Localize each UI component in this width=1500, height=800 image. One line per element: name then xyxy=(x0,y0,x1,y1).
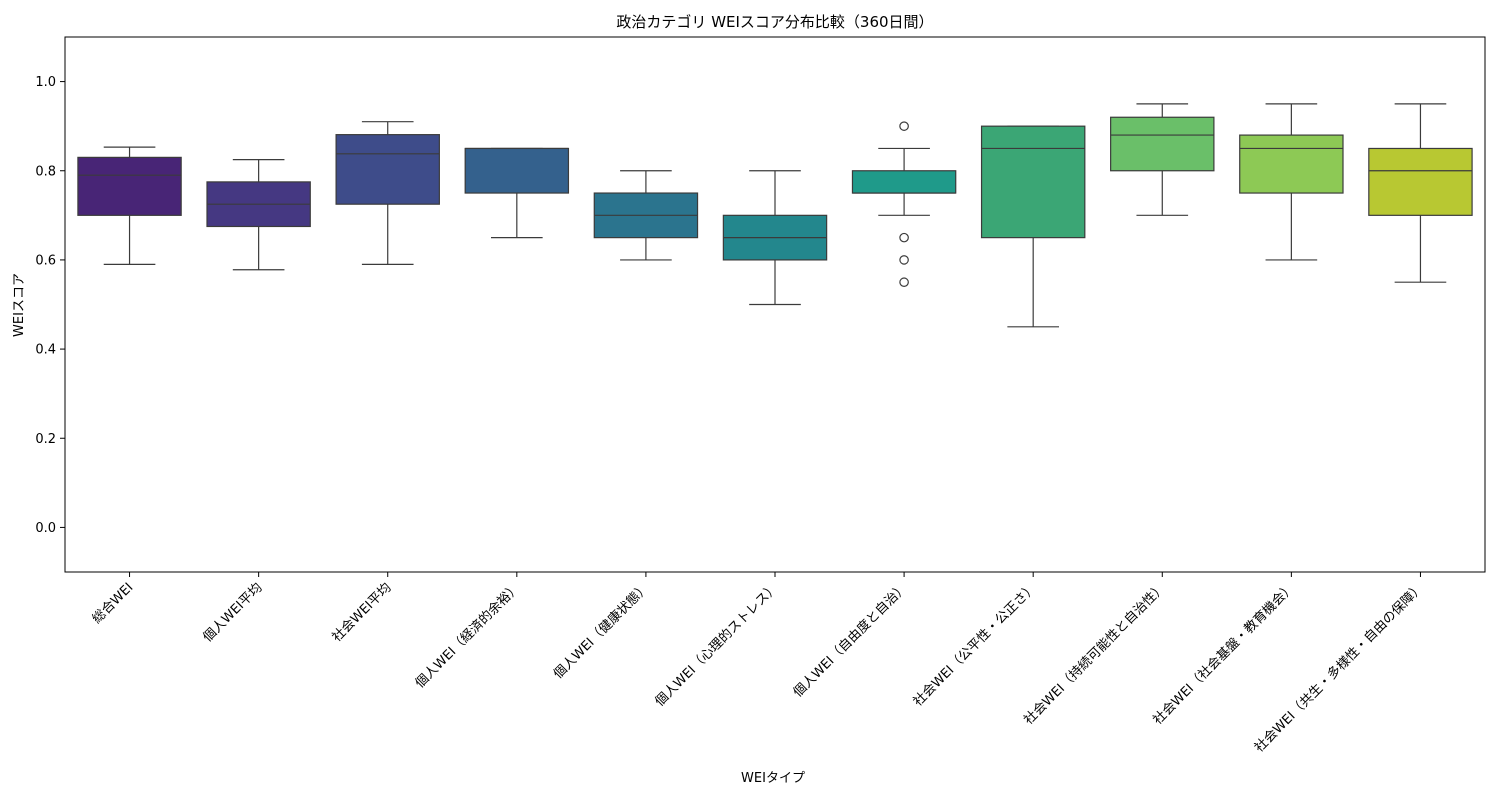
box-9 xyxy=(1110,103,1215,216)
box-6 xyxy=(722,170,828,306)
box-body xyxy=(851,170,957,194)
y-tick-label: 0.8 xyxy=(35,164,56,179)
x-tick-label: 個人WEI（経済的余裕） xyxy=(412,580,524,692)
x-tick-label: 社会WEI（持続可能性と自治性） xyxy=(1021,580,1169,728)
box-body xyxy=(1368,147,1473,216)
box-2 xyxy=(206,159,311,271)
box-4 xyxy=(464,147,570,239)
box-body xyxy=(464,147,570,194)
y-tick-label: 0.2 xyxy=(35,432,56,447)
box-10 xyxy=(1239,103,1344,261)
y-axis: 0.0 0.2 0.4 0.6 0.8 1.0 xyxy=(35,75,65,536)
x-tick-label: 総合WEI xyxy=(90,580,137,627)
box-3 xyxy=(335,121,440,265)
plot-area xyxy=(77,103,1473,328)
x-tick-label: 社会WEI（公平性・公正さ） xyxy=(910,580,1040,710)
outlier-point xyxy=(899,232,909,243)
box-body xyxy=(1110,116,1215,172)
box-8 xyxy=(980,125,1086,328)
y-tick-label: 1.0 xyxy=(35,75,56,90)
y-tick-label: 0.0 xyxy=(35,521,56,536)
x-axis-label: WEIタイプ xyxy=(741,771,805,786)
x-tick-label: 個人WEI（心理的ストレス） xyxy=(652,580,782,710)
box-body xyxy=(77,156,182,216)
x-tick-label: 社会WEI（社会基盤・教育機会） xyxy=(1150,580,1298,728)
box-body xyxy=(335,134,440,205)
chart-title: 政治カテゴリ WEIスコア分布比較（360日間） xyxy=(616,13,933,31)
outlier-point xyxy=(899,277,909,288)
y-tick-label: 0.4 xyxy=(35,343,56,358)
box-body xyxy=(1239,134,1344,194)
y-tick-label: 0.6 xyxy=(35,253,56,268)
box-1 xyxy=(77,146,182,265)
outlier-point xyxy=(899,121,909,131)
box-body xyxy=(980,125,1086,239)
x-tick-label: 社会WEI平均 xyxy=(329,580,395,646)
box-11 xyxy=(1368,103,1473,283)
x-tick-label: 個人WEI平均 xyxy=(200,580,265,645)
y-axis-label: WEIスコア xyxy=(12,273,27,337)
outlier-point xyxy=(899,255,909,265)
x-tick-label: 個人WEI（健康状態） xyxy=(550,580,652,682)
x-axis: 総合WEI 個人WEI平均 社会WEI平均 個人WEI（経済的余裕） 個人WEI（健康状… xyxy=(90,572,1427,756)
box-5 xyxy=(593,170,699,261)
x-tick-label: 個人WEI（自由度と自治） xyxy=(790,580,911,701)
box-7 xyxy=(851,121,957,288)
